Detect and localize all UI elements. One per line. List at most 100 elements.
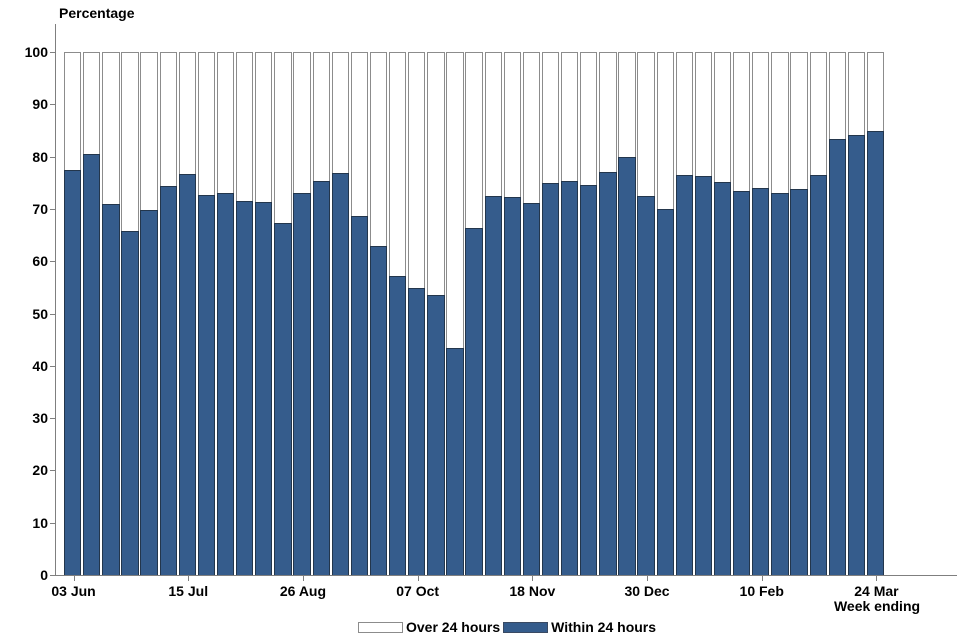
bar-week-25 — [522, 52, 541, 575]
y-tick-mark-100 — [50, 52, 55, 53]
bar-week-20 — [427, 52, 445, 575]
bar-fill-within-24-hours — [255, 202, 273, 575]
bar-fill-within-24-hours — [388, 275, 407, 575]
bar-fill-within-24-hours — [140, 209, 158, 575]
bar-week-43 — [866, 52, 885, 575]
bar-fill-within-24-hours — [102, 203, 120, 575]
bar-week-39 — [790, 52, 808, 575]
bar-fill-within-24-hours — [331, 173, 349, 575]
bar-week-17 — [369, 52, 388, 575]
bar-fill-within-24-hours — [541, 183, 560, 575]
y-tick-label-90: 90 — [32, 96, 48, 113]
y-tick-mark-90 — [50, 104, 55, 106]
y-tick-mark-80 — [50, 156, 55, 158]
bar-fill-within-24-hours — [408, 288, 426, 575]
bar-week-27 — [561, 52, 579, 575]
y-tick-label-50: 50 — [32, 305, 48, 322]
bar-fill-within-24-hours — [847, 135, 866, 575]
bar-week-31 — [637, 52, 655, 575]
y-tick-mark-10 — [50, 522, 55, 524]
bar-fill-within-24-hours — [274, 223, 292, 575]
bar-fill-within-24-hours — [522, 203, 541, 575]
legend-label-within-24-hours: Within 24 hours — [551, 619, 657, 635]
x-tick-mark-10 Feb — [761, 576, 763, 581]
y-tick-label-60: 60 — [32, 253, 48, 270]
bar-fill-within-24-hours — [561, 180, 579, 575]
bar-week-9 — [216, 52, 235, 575]
x-tick-mark-24 Mar — [876, 576, 878, 581]
bar-fill-within-24-hours — [752, 187, 770, 575]
y-tick-label-10: 10 — [32, 514, 48, 531]
bar-week-2 — [83, 52, 101, 575]
bar-week-13 — [293, 52, 311, 575]
bar-week-19 — [408, 52, 426, 575]
bar-week-6 — [159, 52, 177, 575]
bar-fill-within-24-hours — [197, 194, 216, 575]
bar-fill-within-24-hours — [580, 185, 598, 575]
y-tick-label-100: 100 — [24, 44, 48, 60]
bar-week-8 — [197, 52, 216, 575]
bar-fill-within-24-hours — [637, 195, 655, 575]
bar-fill-within-24-hours — [618, 156, 636, 575]
bar-fill-within-24-hours — [312, 181, 330, 575]
bar-fill-within-24-hours — [427, 295, 445, 575]
bar-week-33 — [675, 52, 694, 575]
bar-week-26 — [541, 52, 560, 575]
bar-week-16 — [350, 52, 369, 575]
bar-fill-within-24-hours — [64, 169, 82, 575]
bar-week-28 — [580, 52, 598, 575]
y-tick-mark-0 — [50, 575, 55, 576]
bar-fill-within-24-hours — [771, 192, 789, 575]
bar-week-21 — [446, 52, 464, 575]
bar-week-15 — [331, 52, 349, 575]
bar-fill-within-24-hours — [790, 189, 808, 575]
bar-fill-within-24-hours — [733, 190, 751, 575]
x-axis-line — [55, 575, 957, 576]
x-tick-label-15 Jul: 15 Jul — [168, 583, 209, 599]
y-tick-mark-40 — [50, 365, 55, 367]
bar-week-7 — [178, 52, 196, 575]
y-tick-mark-70 — [50, 208, 55, 210]
bar-week-35 — [713, 52, 732, 575]
legend-label-over-24-hours: Over 24 hours — [406, 619, 501, 635]
bar-week-36 — [733, 52, 751, 575]
bar-week-22 — [465, 52, 483, 575]
y-tick-mark-20 — [50, 470, 55, 472]
bar-week-11 — [255, 52, 273, 575]
x-tick-mark-15 Jul — [188, 576, 190, 581]
bar-fill-within-24-hours — [446, 347, 464, 575]
bar-week-30 — [618, 52, 636, 575]
bar-week-24 — [503, 52, 521, 575]
bar-week-5 — [140, 52, 158, 575]
bar-week-23 — [484, 52, 502, 575]
bar-fill-within-24-hours — [350, 215, 369, 575]
bar-fill-within-24-hours — [216, 192, 235, 575]
bar-fill-within-24-hours — [809, 174, 827, 575]
x-tick-mark-26 Aug — [302, 576, 304, 581]
y-tick-mark-50 — [50, 313, 55, 315]
y-tick-label-80: 80 — [32, 148, 48, 165]
bar-week-42 — [847, 52, 866, 575]
bar-fill-within-24-hours — [503, 196, 521, 575]
x-axis-title: Week ending — [833, 598, 921, 614]
bar-fill-within-24-hours — [656, 208, 674, 575]
bar-week-3 — [102, 52, 120, 575]
bar-fill-within-24-hours — [484, 196, 502, 575]
y-axis-line — [55, 24, 56, 575]
bar-fill-within-24-hours — [675, 174, 694, 575]
bar-fill-within-24-hours — [293, 193, 311, 575]
x-tick-mark-07 Oct — [417, 576, 419, 581]
bar-week-34 — [694, 52, 713, 575]
x-tick-mark-03 Jun — [73, 576, 75, 581]
y-tick-mark-30 — [50, 418, 55, 420]
bar-week-41 — [828, 52, 846, 575]
bar-fill-within-24-hours — [369, 245, 388, 575]
bar-fill-within-24-hours — [465, 227, 483, 575]
y-tick-label-40: 40 — [32, 357, 48, 374]
bar-week-32 — [656, 52, 674, 575]
legend-swatch-within-24-hours — [503, 621, 549, 633]
bar-week-4 — [121, 52, 139, 575]
y-axis-title: Percentage — [59, 5, 135, 21]
bar-fill-within-24-hours — [83, 154, 101, 575]
x-tick-label-26 Aug: 26 Aug — [279, 583, 327, 599]
